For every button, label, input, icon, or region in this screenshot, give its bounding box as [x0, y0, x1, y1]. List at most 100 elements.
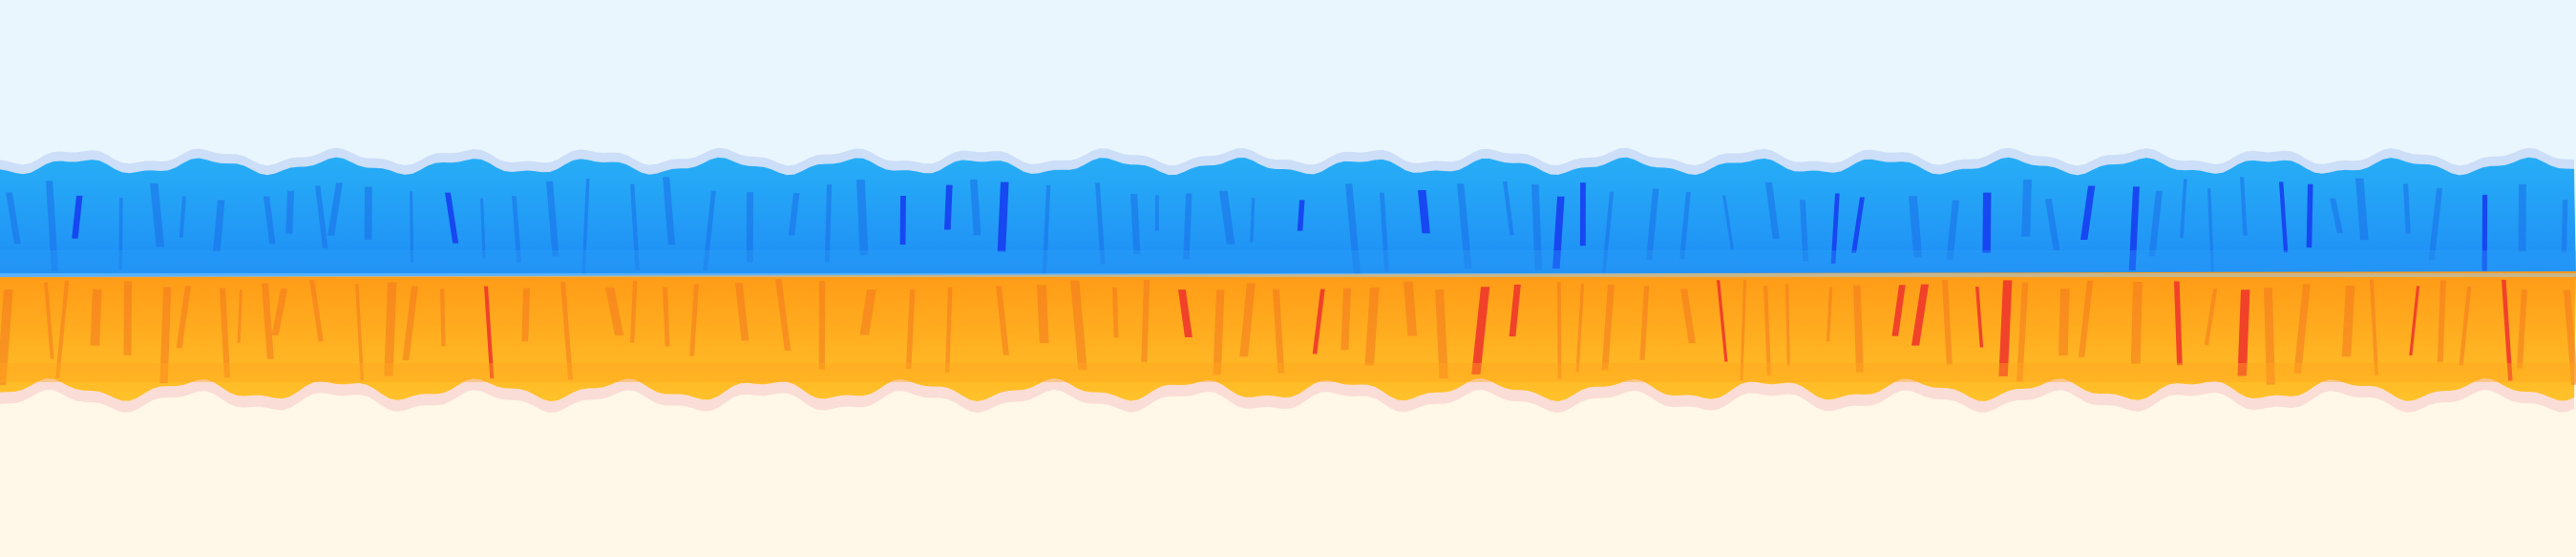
- orange-cliff-crack: [1911, 284, 1930, 346]
- blue-cliff-crack: [179, 196, 186, 238]
- blue-cliff-crack: [410, 191, 414, 263]
- orange-cliff-crack: [1471, 287, 1490, 375]
- blue-cliff-crack: [1297, 200, 1305, 231]
- blue-cliff-crack: [997, 182, 1009, 252]
- orange-cliff-crack: [2130, 282, 2143, 364]
- blue-cliff-crack: [1579, 182, 1586, 246]
- orange-cliff-crack: [689, 284, 699, 356]
- blue-cliff-crack: [944, 184, 953, 230]
- orange-cliff-crack: [1998, 280, 2013, 376]
- blue-cliff-crack: [1183, 193, 1193, 260]
- orange-cliff-crack: [2564, 289, 2576, 385]
- orange-cliff-crack: [2293, 284, 2311, 375]
- orange-cliff-crack: [55, 280, 70, 378]
- orange-cliff-crack: [1341, 288, 1352, 351]
- orange-cliff-crack: [2058, 289, 2070, 356]
- orange-cliff-crack: [1680, 289, 1696, 344]
- blue-cliff-crack: [2403, 183, 2411, 234]
- blue-cliff-crack: [1345, 183, 1362, 275]
- orange-cliff-crack: [1273, 289, 1285, 374]
- orange-cliff-crack: [2409, 286, 2420, 355]
- orange-cliff-crack: [90, 289, 102, 346]
- blue-cliff-body: [0, 157, 2576, 279]
- blue-cliff-crack: [970, 180, 982, 236]
- blue-cliff-crack: [1095, 182, 1106, 265]
- orange-cliff-crack: [262, 283, 274, 359]
- orange-cliff-crack: [1942, 280, 1953, 365]
- blue-cliff-crack: [1042, 184, 1051, 277]
- orange-cliff-body: [0, 271, 2576, 402]
- blue-cliff-crack: [1503, 182, 1514, 236]
- blue-cliff-crack: [1646, 188, 1659, 260]
- orange-cliff-crack: [309, 279, 324, 342]
- blue-cliff-crack: [746, 192, 754, 263]
- orange-cliff-crack: [0, 289, 13, 385]
- blue-cliff-crack: [1418, 189, 1430, 234]
- blue-cliff-crack: [1722, 195, 1735, 250]
- blue-cliff-crack: [2330, 198, 2343, 234]
- blue-cliff-crack: [1946, 200, 1960, 261]
- orange-cliff-crack: [1763, 286, 1772, 375]
- blue-cliff-crack: [118, 197, 123, 270]
- blue-cliff-crack: [445, 192, 459, 244]
- blue-cliff-crack: [788, 193, 800, 236]
- blue-cliff-rim: [0, 147, 2574, 182]
- blue-cliff-crack: [1457, 183, 1472, 269]
- blue-cliff-crack: [480, 198, 486, 259]
- blue-cliff-crack: [2045, 199, 2060, 250]
- orange-cliff-lower-band: [0, 363, 2576, 382]
- orange-cliff-crack: [1601, 285, 1615, 371]
- orange-cliff-crack: [521, 288, 530, 342]
- orange-cliff-crack: [1891, 285, 1906, 336]
- orange-cliff-crack: [440, 289, 446, 347]
- blue-cliff-crack: [213, 200, 225, 252]
- orange-cliff-crack: [384, 282, 397, 376]
- blue-cliff-crack: [2481, 194, 2488, 271]
- blue-cliff-crack: [2148, 190, 2163, 257]
- orange-cliff-crack: [2459, 286, 2472, 366]
- orange-cliff-crack: [1639, 286, 1650, 360]
- orange-cliff-crack: [2341, 285, 2355, 357]
- orange-cliff-crack: [1509, 284, 1521, 337]
- sand-band: [0, 382, 2576, 557]
- orange-cliff-crack: [2016, 282, 2029, 382]
- orange-cliff-crack: [1213, 289, 1225, 375]
- blue-cliff-crack: [2518, 183, 2526, 252]
- orange-cliff-crack: [663, 287, 670, 347]
- blue-cliff-crack: [2240, 177, 2248, 236]
- blue-cliff-crack: [1380, 192, 1389, 272]
- orange-cliff-crack: [176, 286, 192, 349]
- blue-cliff-crack: [315, 185, 328, 249]
- orange-cliff-crack: [818, 281, 826, 370]
- blue-cliff-crack: [899, 196, 906, 245]
- orange-cliff-crack: [1239, 283, 1256, 357]
- orange-cliff-crack: [1740, 279, 1747, 381]
- orange-cliff-crack: [484, 286, 495, 379]
- orange-cliff-crack: [2078, 280, 2094, 357]
- orange-cliff-crack: [629, 280, 638, 343]
- blue-cliff-crack: [1800, 200, 1809, 262]
- blue-cliff-crack: [2428, 187, 2443, 261]
- orange-cliff-crack: [1853, 285, 1864, 373]
- orange-cliff-crack: [1037, 285, 1049, 343]
- orange-cliff-crack: [355, 284, 365, 381]
- blue-cliff-crack: [1531, 184, 1543, 270]
- blue-cliff-crack: [512, 196, 521, 263]
- blue-cliff-crack: [1601, 191, 1615, 273]
- blue-cliff-crack: [2306, 183, 2313, 248]
- blue-cliff-crack: [824, 184, 833, 263]
- orange-cliff-crack: [859, 289, 876, 335]
- orange-cliff-crack: [1178, 289, 1193, 338]
- orange-cliff-crack: [560, 281, 574, 380]
- blue-cliff-crack: [1679, 191, 1691, 260]
- blue-cliff-crack: [1219, 190, 1235, 245]
- blue-cliff-crack: [1982, 192, 1992, 253]
- orange-cliff-crack: [159, 287, 172, 384]
- blue-cliff-crack: [1552, 196, 1565, 269]
- blue-cliff-crack: [1130, 194, 1141, 255]
- orange-cliff-crack: [2437, 280, 2446, 363]
- orange-cliff-crack: [1826, 287, 1833, 342]
- orange-cliff-crack: [402, 286, 418, 361]
- orange-cliff-crack: [1975, 287, 1984, 348]
